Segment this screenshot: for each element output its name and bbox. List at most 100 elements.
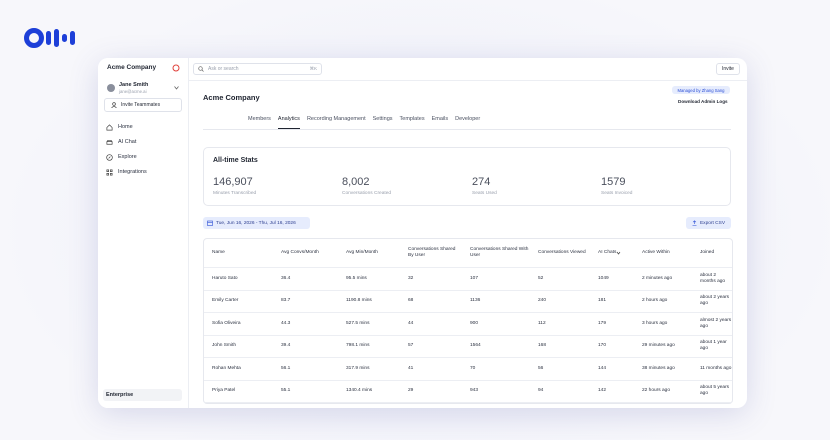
column-header-label: Name <box>212 249 225 255</box>
nav-item[interactable]: AI Chat <box>106 136 182 148</box>
user-card[interactable]: Jane Smith jane@acme.ai <box>104 79 182 97</box>
search-placeholder: Ask or search <box>208 66 239 72</box>
column-header-label: Conversations Shared By User <box>408 246 456 259</box>
avatar <box>107 84 115 92</box>
column-header-label: Conversations Shared With User <box>470 246 529 259</box>
tab[interactable]: Emails <box>431 116 449 122</box>
stat-value: 1579 <box>601 176 626 188</box>
table-row[interactable]: Rohan Mehta 56.1 317.9 mins 41 70 56 144 38 min… <box>204 358 732 381</box>
table-cell: 2 minutes ago <box>642 275 673 281</box>
column-header[interactable]: Conversations Shared With User <box>462 239 530 267</box>
sort-icon <box>617 251 621 255</box>
invite-teammates-label: Invite Teammates <box>121 102 161 108</box>
invite-teammates-button[interactable]: Invite Teammates <box>104 98 182 112</box>
table-cell: 240 <box>538 298 547 304</box>
table-cell: 179 <box>598 320 607 326</box>
tab-bar: Members Analytics Recording Management Sett… <box>248 116 480 129</box>
tab[interactable]: Recording Management <box>306 116 366 122</box>
column-header[interactable]: AI Chats <box>590 239 634 267</box>
column-header-label: Active Within <box>642 249 670 255</box>
table-cell: 1190.8 mins <box>346 298 372 304</box>
column-header-label: Avg Min/Month <box>346 249 378 255</box>
table-row[interactable]: Haruto Sato 36.4 95.5 mins 32 107 52 1049 2 min… <box>204 268 732 291</box>
table-row[interactable]: Sofia Oliveira 44.3 527.5 mins 44 900 112 179 3… <box>204 313 732 336</box>
table-cell: Sofia Oliveira <box>212 320 241 326</box>
column-header[interactable]: Conversations Shared By User <box>400 239 462 267</box>
table-cell: almost 2 years ago <box>700 317 732 329</box>
tab[interactable]: Templates <box>399 116 425 122</box>
plan-label: Enterprise <box>103 389 182 401</box>
nav-label: Integrations <box>118 169 147 175</box>
table-cell: 39.4 <box>281 343 291 349</box>
table-cell: 1340.4 mins <box>346 388 373 394</box>
table-cell: 32 <box>408 275 414 281</box>
stat-label: Conversations Created <box>342 191 392 196</box>
stat-label: Seats Used <box>472 191 497 196</box>
tab-divider <box>203 129 731 130</box>
table-header-row: Name Avg Convs/Month Avg Min/Month Conversa… <box>204 239 732 268</box>
tab[interactable]: Developer <box>455 116 481 122</box>
logo <box>24 28 75 48</box>
table-row[interactable]: John Smith 39.4 798.1 mins 57 1564 168 170 29 m… <box>204 336 732 358</box>
user-name: Jane Smith <box>119 82 149 88</box>
date-range-picker[interactable]: Tue, Jun 16, 2026 - Thu, Jul 16, 2026 <box>203 217 310 229</box>
table-cell: 55.1 <box>281 388 291 394</box>
column-header[interactable]: Active Within <box>634 239 692 267</box>
table-row[interactable]: Emily Carter 83.7 1190.8 mins 68 1136 240 181 2… <box>204 291 732 313</box>
table-row[interactable]: Priya Patel 55.1 1340.4 mins 29 943 94 142 22 h… <box>204 381 732 403</box>
table-cell: 527.5 mins <box>346 320 370 326</box>
nav-icon <box>106 139 113 145</box>
table-cell: 181 <box>598 298 607 304</box>
nav-label: Home <box>118 124 133 130</box>
table-cell: 170 <box>598 343 607 349</box>
nav-item[interactable]: Explore <box>106 151 182 163</box>
table-cell: 44 <box>408 320 414 326</box>
sidebar: Acme Company Jane Smith jane@acme.ai Inv… <box>98 58 189 408</box>
column-header-label: Conversations Viewed <box>538 249 586 255</box>
tab[interactable]: Analytics <box>277 116 300 129</box>
managed-badge: Managed by Zhang Sang <box>672 86 730 94</box>
nav-icon <box>106 153 113 161</box>
page-title: Acme Company <box>203 93 260 102</box>
table-cell: Rohan Mehta <box>212 365 241 371</box>
table-cell: 56 <box>538 365 544 371</box>
calendar-icon <box>207 220 213 226</box>
table-cell: 56.1 <box>281 365 291 371</box>
table-cell: 29 minutes ago <box>642 343 675 349</box>
stat-label: Minutes Transcribed <box>213 191 257 196</box>
nav-item[interactable]: Home <box>106 121 182 133</box>
table-cell: 36.4 <box>281 275 291 281</box>
table-cell: 29 <box>408 388 414 394</box>
nav-item[interactable]: Integrations <box>106 166 182 178</box>
stat-value: 8,002 <box>342 176 370 188</box>
column-header[interactable]: Conversations Viewed <box>530 239 590 267</box>
column-header[interactable]: Avg Convs/Month <box>273 239 338 267</box>
table-cell: 1564 <box>470 343 481 349</box>
stats-card: All-time Stats 146,907 Minutes Transcribe… <box>203 147 731 206</box>
tab[interactable]: Members <box>248 116 271 122</box>
invite-button[interactable]: Invite <box>716 63 740 75</box>
column-header[interactable]: Name <box>204 239 273 267</box>
members-table: Name Avg Convs/Month Avg Min/Month Conversa… <box>203 238 733 404</box>
chevron <box>174 86 179 90</box>
tab[interactable]: Settings <box>372 116 393 122</box>
export-csv-button[interactable]: Export CSV <box>686 217 731 229</box>
table-cell: 798.1 mins <box>346 343 370 349</box>
app-window: Acme Company Jane Smith jane@acme.ai Inv… <box>98 58 747 408</box>
download-logs-link[interactable]: Download Admin Logs <box>678 99 728 104</box>
table-cell: Emily Carter <box>212 298 239 304</box>
search-box[interactable]: Ask or search ⌘K <box>193 63 322 75</box>
stat-label: Seats Invoiced <box>601 191 633 196</box>
notification-icon[interactable] <box>172 64 180 72</box>
date-range-label: Tue, Jun 16, 2026 - Thu, Jul 16, 2026 <box>216 220 296 226</box>
column-header[interactable]: Avg Min/Month <box>338 239 400 267</box>
table-cell: 11 months ago <box>700 365 732 371</box>
table-cell: 68 <box>408 298 414 304</box>
shortcut-hint: ⌘K <box>309 66 317 71</box>
nav-label: AI Chat <box>118 139 137 145</box>
export-csv-label: Export CSV <box>699 220 726 226</box>
column-header[interactable]: Joined <box>692 239 732 267</box>
export-icon <box>692 220 697 226</box>
table-cell: Haruto Sato <box>212 275 238 281</box>
